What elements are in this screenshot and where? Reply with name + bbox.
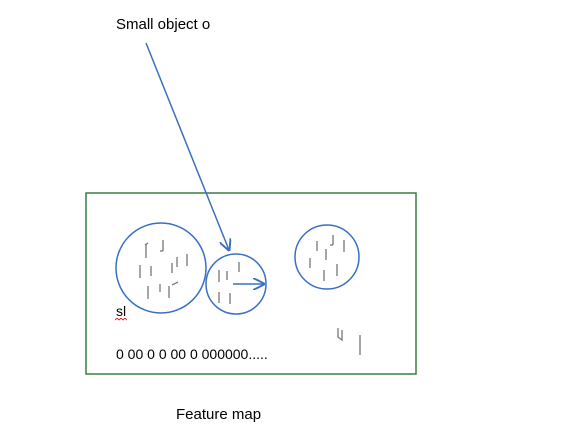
feature-map-label: Feature map <box>176 406 262 423</box>
small-object-circle <box>205 253 267 315</box>
pointer-arrow <box>145 42 229 250</box>
medium-circle-ticks <box>309 235 345 281</box>
medium-object-circle <box>294 224 360 290</box>
sl-text: sl <box>116 303 127 319</box>
large-object-circle <box>115 222 207 314</box>
spellcheck-squiggle <box>115 318 127 321</box>
small-object-label: Small object o <box>116 16 211 33</box>
large-circle-ticks <box>139 240 188 299</box>
sl-label: sl <box>115 303 127 321</box>
small-circle-ticks <box>218 262 240 304</box>
feature-map-box <box>85 192 417 375</box>
zeros-sequence-label: 0 00 0 0 00 0 000000..... <box>116 346 268 362</box>
stray-ticks <box>337 328 361 355</box>
